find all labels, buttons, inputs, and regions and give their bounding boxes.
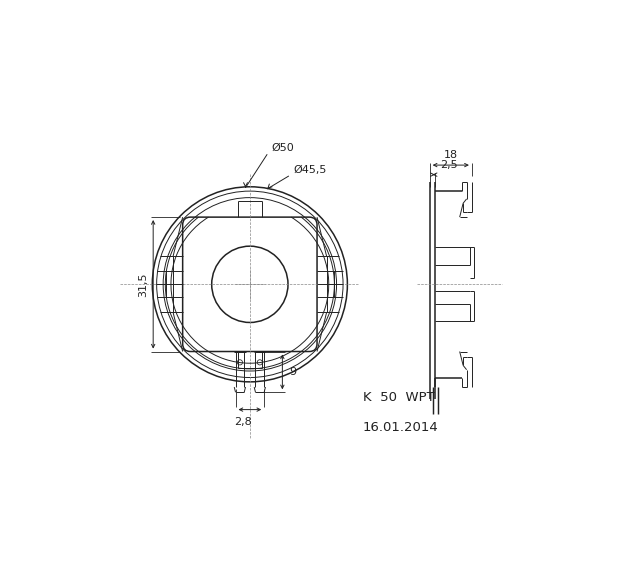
Text: 9: 9 [289, 367, 296, 377]
Text: 18: 18 [444, 150, 458, 160]
Text: 16.01.2014: 16.01.2014 [363, 421, 439, 434]
Text: 2,5: 2,5 [440, 160, 458, 170]
Text: Ø45,5: Ø45,5 [293, 164, 327, 175]
Text: Ø50: Ø50 [272, 142, 294, 153]
Text: 2,8: 2,8 [234, 417, 252, 427]
Text: K  50  WPT: K 50 WPT [363, 391, 434, 404]
Text: 31,5: 31,5 [138, 272, 149, 297]
